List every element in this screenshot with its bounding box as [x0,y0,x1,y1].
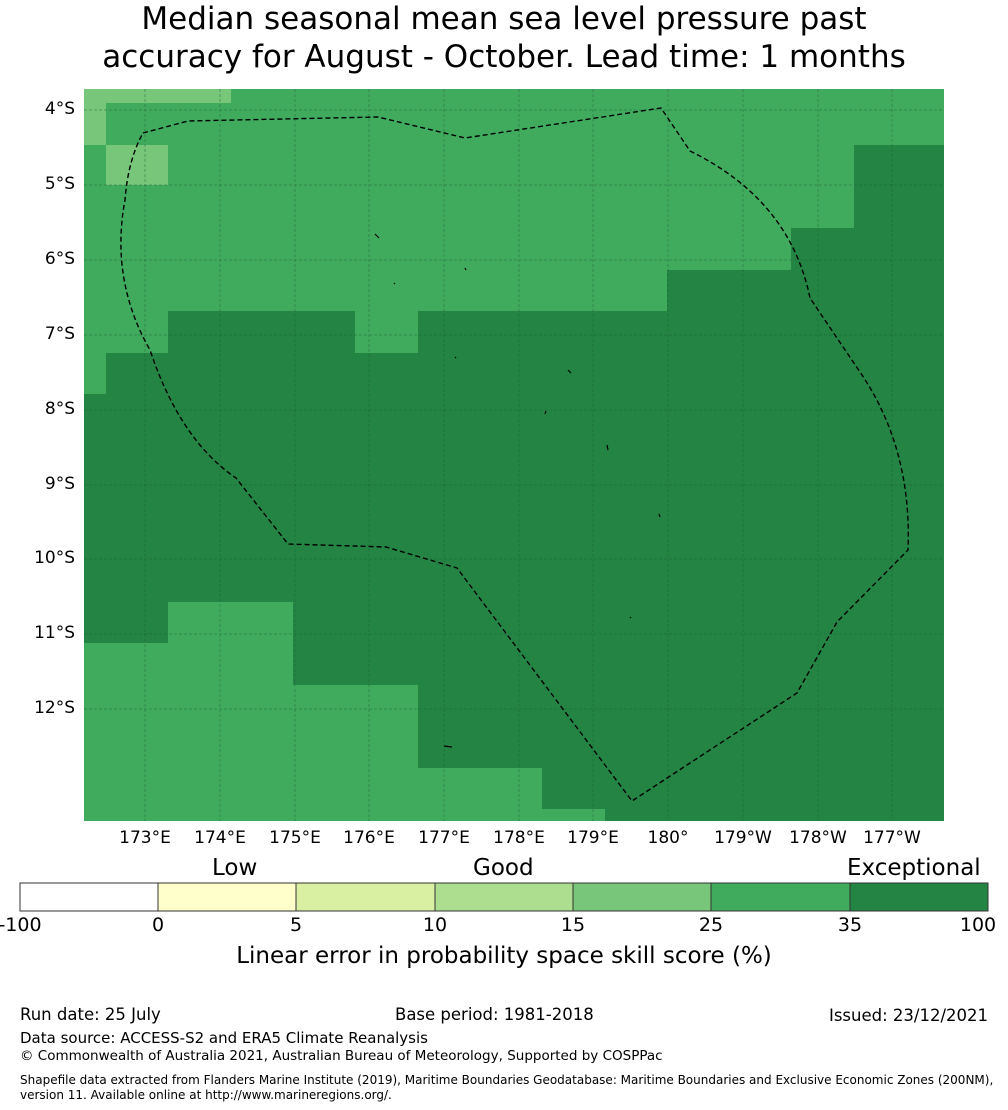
lat-label: 6°S [44,249,75,269]
colorbar-segment [157,882,297,912]
island [454,356,457,359]
colorbar [19,882,989,912]
colorbar-segment [434,882,574,912]
colorbar-segment [19,882,159,912]
island [606,444,609,451]
legend-category-exceptional: Exceptional [847,855,981,881]
colorbar-tick: 35 [837,914,863,936]
lat-label: 7°S [44,324,75,344]
title-line-1: Median seasonal mean sea level pressure … [141,1,867,37]
island [629,616,632,619]
colorbar-tick: 15 [560,914,586,936]
copyright: © Commonwealth of Australia 2021, Austra… [20,1048,663,1064]
island [658,513,661,518]
lon-label: 174°E [194,828,246,848]
lat-label: 11°S [34,623,75,643]
lat-label: 4°S [44,99,75,119]
island [464,267,467,271]
lon-label: 178°W [789,828,847,848]
skill-region-exceptional [84,145,944,821]
island [393,282,396,285]
lon-label: 177°W [863,828,921,848]
lat-label: 8°S [44,399,75,419]
lat-label: 12°S [34,698,75,718]
lon-label: 180° [647,828,689,848]
title-line-2: accuracy for August - October. Lead time… [102,39,906,75]
run-date: Run date: 25 July [20,1005,161,1024]
lat-label: 10°S [34,548,75,568]
island [443,745,453,748]
skill-cell [84,89,231,103]
lon-label: 175°E [269,828,321,848]
colorbar-tick: 10 [422,914,448,936]
island [544,410,547,415]
lon-label: 179°W [714,828,772,848]
colorbar-title: Linear error in probability space skill … [236,943,772,969]
shapefile-credit-line-1: Shapefile data extracted from Flanders M… [20,1073,994,1087]
colorbar-segment [849,882,989,912]
legend-category-low: Low [212,855,258,881]
graticule [84,89,944,821]
lon-label: 176°E [343,828,395,848]
issued-date: Issued: 23/12/2021 [828,1006,988,1025]
skill-cells-light [84,89,231,185]
island [374,233,380,239]
lon-label: 173°E [119,828,171,848]
lat-label: 9°S [44,474,75,494]
lon-label: 177°E [418,828,470,848]
lon-label: 178°E [493,828,545,848]
lon-label: 179°E [567,828,619,848]
colorbar-segment [295,882,436,912]
eez-boundary [120,107,909,802]
colorbar-tick: 100 [959,914,997,936]
colorbar-tick: 0 [151,914,165,936]
shapefile-credit-line-2: version 11. Available online at http://w… [20,1088,392,1102]
chart-title: Median seasonal mean sea level pressure … [0,0,1008,76]
colorbar-segment [572,882,712,912]
colorbar-tick: -100 [0,914,42,936]
colorbar-segment [710,882,851,912]
data-source: Data source: ACCESS-S2 and ERA5 Climate … [20,1029,428,1047]
colorbar-tick: 25 [698,914,724,936]
skill-cell [106,145,168,185]
islands [374,233,661,748]
colorbar-tick: 5 [289,914,303,936]
lat-label: 5°S [44,174,75,194]
skill-cell [84,103,106,145]
base-period: Base period: 1981-2018 [395,1005,594,1024]
legend-category-good: Good [473,855,534,881]
island [567,369,572,374]
